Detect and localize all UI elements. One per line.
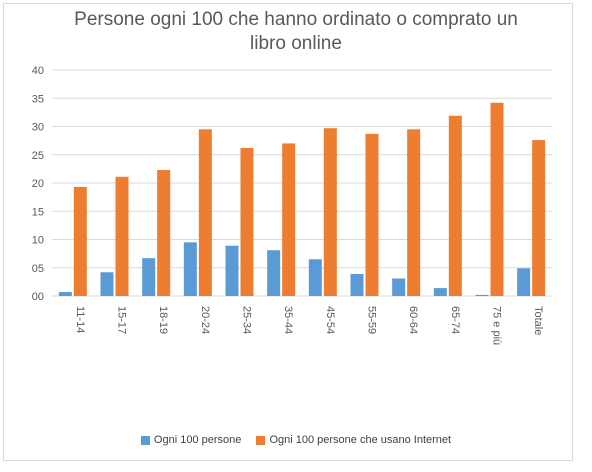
chart-title-line-2: libro online [250,33,342,54]
bar-series-2 [448,115,462,296]
y-tick-label: 10 [32,235,44,247]
bar-series-1 [392,278,406,296]
x-tick-label: 60-64 [407,306,419,334]
chart-legend: Ogni 100 persone Ogni 100 persone che us… [0,434,592,448]
legend-label-series-2: Ogni 100 persone che usano Internet [269,434,452,446]
y-tick-label: 00 [32,291,44,303]
bar-series-2 [365,133,379,296]
x-tick-label: 11-14 [74,306,86,333]
y-tick-label: 40 [32,65,44,77]
y-tick-label: 25 [32,150,44,162]
bar-series-2 [115,176,129,296]
bar-series-2 [490,102,504,297]
bar-series-1 [433,288,447,296]
chart-title-line-1: Persone ogni 100 che hanno ordinato o co… [74,9,518,30]
bar-series-2 [407,129,421,296]
bar-series-2 [282,143,296,296]
legend-swatch-series-2 [256,435,266,445]
x-tick-label: Totale [532,306,544,335]
bar-series-1 [142,258,156,296]
x-tick-label: 20-24 [199,306,211,334]
y-tick-label: 20 [32,178,44,190]
bar-series-2 [198,129,212,296]
x-tick-label: 15-17 [116,306,128,334]
bar-series-1 [308,259,322,296]
x-tick-label: 35-44 [282,306,294,334]
chart-title: Persone ogni 100 che hanno ordinato o co… [0,8,592,56]
legend-item-series-1: Ogni 100 persone [140,434,242,446]
bar-series-1 [267,250,281,296]
bar-series-2 [532,140,546,296]
x-tick-label: 45-54 [324,306,336,334]
bar-series-2 [73,186,87,296]
legend-item-series-2: Ogni 100 persone che usano Internet [256,434,451,446]
bar-series-1 [225,245,239,296]
legend-label-series-1: Ogni 100 persone [153,434,242,446]
bar-series-1 [183,242,197,296]
x-tick-label: 18-19 [157,306,169,334]
x-tick-label: 55-59 [366,306,378,334]
y-tick-label: 15 [32,206,44,218]
x-tick-label: 25-34 [241,306,253,334]
bar-series-2 [240,147,254,296]
x-tick-label: 65-74 [449,306,461,334]
bar-series-1 [350,273,364,296]
bar-series-1 [517,268,531,296]
y-tick-label: 35 [32,93,44,105]
y-tick-label: 05 [32,263,44,275]
bar-series-2 [157,170,171,296]
x-tick-label: 75 e più [491,306,503,345]
bar-series-1 [475,294,489,296]
bar-series-1 [58,292,72,296]
legend-swatch-series-1 [140,435,150,445]
bar-series-1 [100,272,114,296]
bar-series-2 [323,128,337,296]
y-tick-label: 30 [32,122,44,134]
